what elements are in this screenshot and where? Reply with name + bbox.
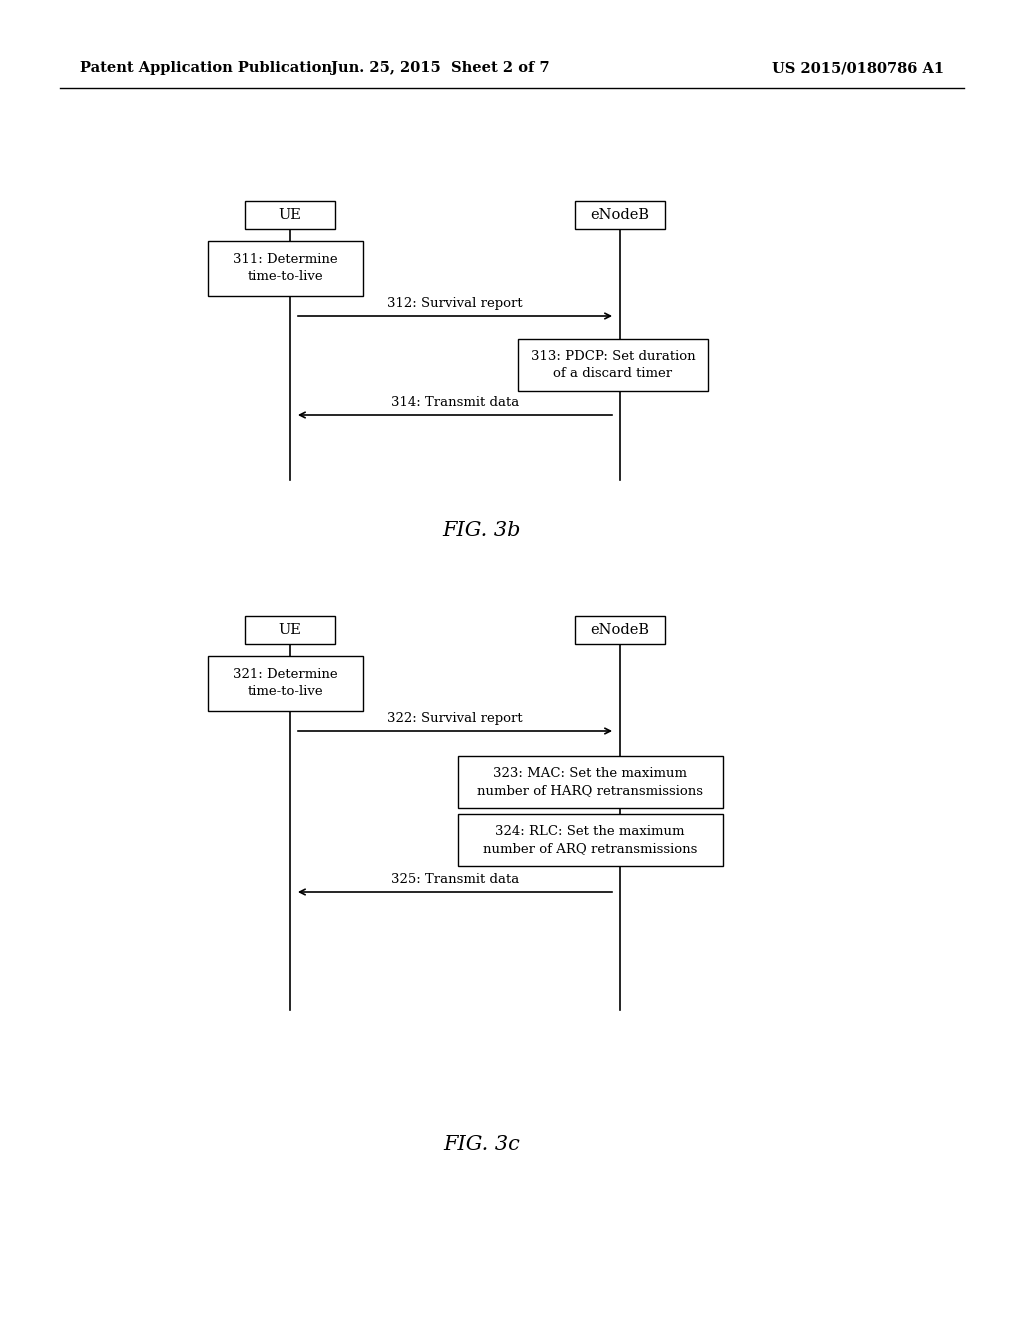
Text: FIG. 3c: FIG. 3c bbox=[442, 1135, 520, 1155]
Bar bbox=[245, 616, 335, 644]
Bar bbox=[208, 656, 362, 710]
Bar bbox=[518, 339, 708, 391]
Text: eNodeB: eNodeB bbox=[591, 209, 649, 222]
Text: 322: Survival report: 322: Survival report bbox=[387, 711, 523, 725]
Bar bbox=[575, 616, 665, 644]
Text: 321: Determine
time-to-live: 321: Determine time-to-live bbox=[232, 668, 337, 698]
Text: 313: PDCP: Set duration
of a discard timer: 313: PDCP: Set duration of a discard tim… bbox=[530, 350, 695, 380]
Text: 325: Transmit data: 325: Transmit data bbox=[391, 873, 519, 886]
Text: Jun. 25, 2015  Sheet 2 of 7: Jun. 25, 2015 Sheet 2 of 7 bbox=[331, 61, 550, 75]
Bar bbox=[575, 201, 665, 228]
Text: FIG. 3b: FIG. 3b bbox=[442, 520, 520, 540]
Bar bbox=[458, 814, 723, 866]
Text: UE: UE bbox=[279, 623, 301, 638]
Text: Patent Application Publication: Patent Application Publication bbox=[80, 61, 332, 75]
Bar bbox=[208, 240, 362, 296]
Text: 323: MAC: Set the maximum
number of HARQ retransmissions: 323: MAC: Set the maximum number of HARQ… bbox=[477, 767, 703, 797]
Text: 314: Transmit data: 314: Transmit data bbox=[391, 396, 519, 409]
Bar bbox=[245, 201, 335, 228]
Text: US 2015/0180786 A1: US 2015/0180786 A1 bbox=[772, 61, 944, 75]
Text: 312: Survival report: 312: Survival report bbox=[387, 297, 523, 310]
Text: eNodeB: eNodeB bbox=[591, 623, 649, 638]
Text: UE: UE bbox=[279, 209, 301, 222]
Text: 311: Determine
time-to-live: 311: Determine time-to-live bbox=[232, 253, 337, 282]
Bar bbox=[458, 756, 723, 808]
Text: 324: RLC: Set the maximum
number of ARQ retransmissions: 324: RLC: Set the maximum number of ARQ … bbox=[482, 825, 697, 855]
